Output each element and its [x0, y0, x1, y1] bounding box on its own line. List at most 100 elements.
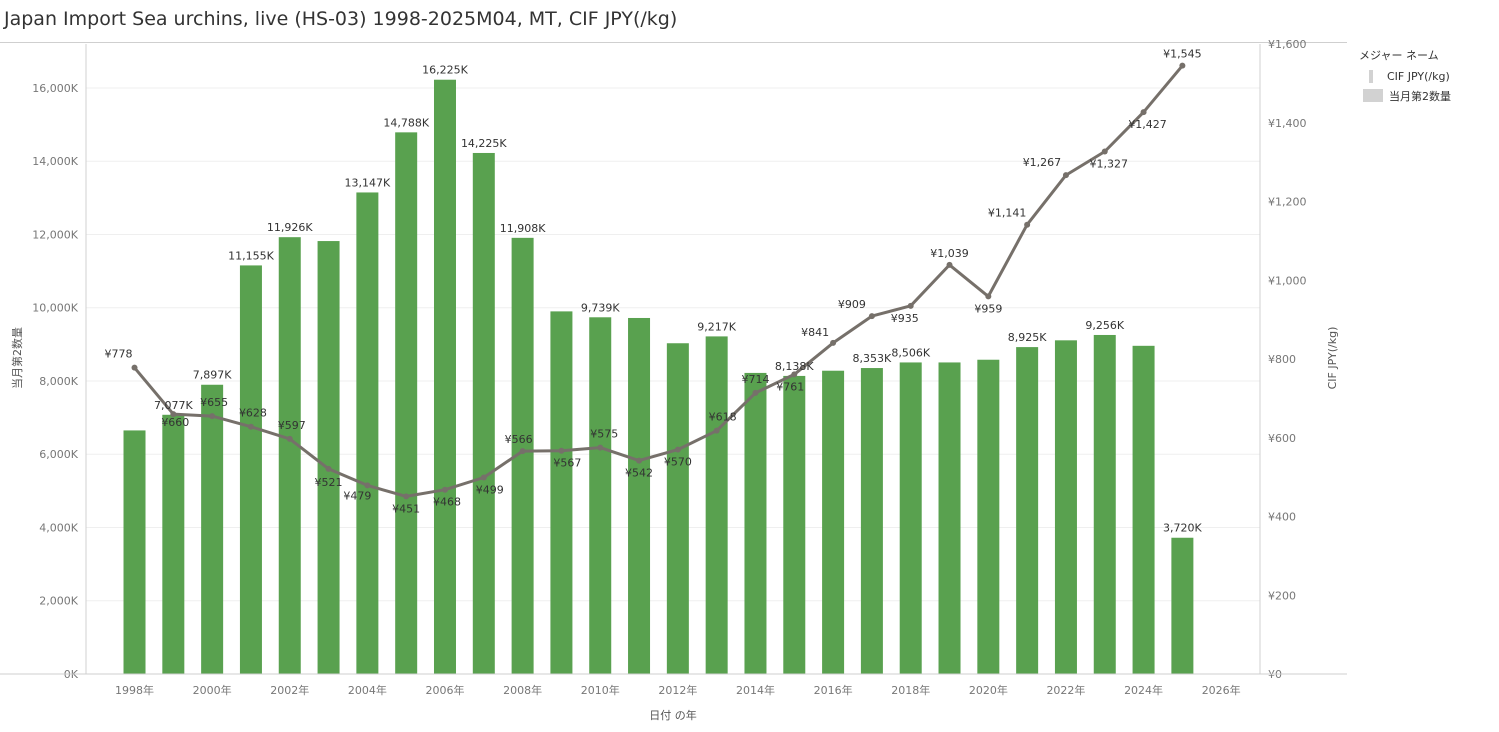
y-right-tick-label: ¥1,600 [1268, 38, 1307, 51]
bar [1054, 340, 1077, 674]
y-left-tick-label: 8,000K [39, 375, 78, 388]
legend-item-cif-price[interactable]: CIF JPY(/kg) [1359, 67, 1451, 86]
bar [201, 384, 224, 674]
price-point [674, 446, 681, 453]
bar-value-label: 14,788K [383, 116, 429, 129]
bar-value-label: 11,926K [267, 221, 313, 234]
bar [628, 317, 651, 674]
x-tick-label: 2006年 [425, 683, 464, 697]
x-tick-label: 2020年 [969, 683, 1008, 697]
x-tick-label: 2024年 [1124, 683, 1163, 697]
x-tick-label: 2018年 [891, 683, 930, 697]
bar [511, 237, 534, 674]
price-point [131, 364, 138, 371]
price-value-label: ¥628 [239, 407, 267, 420]
price-point [247, 423, 254, 430]
bar [744, 372, 767, 674]
price-value-label: ¥1,427 [1128, 118, 1167, 131]
bar [589, 317, 612, 674]
bar [433, 79, 456, 674]
price-value-label: ¥451 [392, 502, 420, 515]
x-tick-label: 2010年 [581, 683, 620, 697]
bar [1132, 345, 1155, 674]
bar [356, 192, 379, 674]
bar [395, 132, 418, 675]
x-axis-title: 日付 の年 [649, 708, 697, 722]
price-point [1140, 109, 1147, 116]
y-left-tick-label: 16,000K [32, 82, 78, 95]
price-value-label: ¥935 [891, 312, 919, 325]
price-point [286, 435, 293, 442]
bar-value-label: 8,925K [1008, 331, 1047, 344]
price-point [364, 482, 371, 489]
x-tick-label: 2026年 [1202, 683, 1241, 697]
x-tick-label: 1998年 [115, 683, 154, 697]
price-value-label: ¥567 [553, 457, 581, 470]
price-point [907, 302, 914, 309]
price-value-label: ¥618 [709, 411, 737, 424]
line-series [131, 62, 1186, 500]
price-value-label: ¥909 [838, 298, 866, 311]
price-point [403, 493, 410, 500]
bar [1093, 334, 1116, 674]
bar-value-label: 11,908K [500, 222, 546, 235]
price-point [713, 427, 720, 434]
y-left-tick-label: 14,000K [32, 155, 78, 168]
price-point [597, 444, 604, 451]
price-value-label: ¥1,545 [1163, 48, 1202, 61]
x-tick-label: 2004年 [348, 683, 387, 697]
bar [472, 152, 495, 674]
price-point [480, 474, 487, 481]
bar [1171, 537, 1194, 674]
line-swatch-icon [1369, 70, 1373, 83]
legend: メジャー ネーム CIF JPY(/kg) 当月第2数量 [1359, 47, 1451, 105]
price-line [133, 64, 1184, 498]
bar [239, 265, 262, 674]
price-value-label: ¥660 [161, 416, 189, 429]
price-point [830, 339, 837, 346]
price-point [558, 447, 565, 454]
y-left-tick-label: 10,000K [32, 302, 78, 315]
legend-item-quantity[interactable]: 当月第2数量 [1359, 86, 1451, 105]
y-left-axis-title: 当月第2数量 [10, 327, 24, 389]
bar-value-label: 16,225K [422, 64, 468, 77]
y-left-tick-label: 2,000K [39, 595, 78, 608]
bar [899, 362, 922, 674]
y-left-tick-label: 12,000K [32, 228, 78, 241]
price-point [636, 457, 643, 464]
price-point [752, 389, 759, 396]
x-tick-label: 2014年 [736, 683, 775, 697]
price-point [791, 371, 798, 378]
bar [783, 375, 806, 674]
price-point [868, 313, 875, 320]
bar [666, 343, 689, 674]
y-right-tick-label: ¥200 [1268, 589, 1296, 602]
price-value-label: ¥959 [974, 302, 1002, 315]
y-right-tick-label: ¥1,400 [1268, 117, 1307, 130]
price-point [325, 465, 332, 472]
bar [317, 241, 340, 674]
bar [822, 370, 845, 674]
bar [938, 362, 961, 674]
bar [860, 368, 883, 674]
price-value-label: ¥521 [315, 476, 343, 489]
bar-value-label: 8,138K [775, 360, 814, 373]
price-value-label: ¥841 [801, 326, 829, 339]
bar [162, 414, 185, 674]
bar-value-label: 8,353K [853, 352, 892, 365]
price-point [946, 261, 953, 268]
price-value-label: ¥597 [278, 419, 306, 432]
y-right-tick-label: ¥1,200 [1268, 196, 1307, 209]
price-value-label: ¥778 [105, 348, 133, 361]
price-value-label: ¥542 [625, 467, 653, 480]
bar-value-label: 3,720K [1163, 522, 1202, 535]
price-point [985, 293, 992, 300]
price-value-label: ¥499 [476, 484, 504, 497]
bar [705, 336, 728, 674]
price-point [209, 413, 216, 420]
y-left-tick-label: 4,000K [39, 521, 78, 534]
chart-title: Japan Import Sea urchins, live (HS-03) 1… [4, 8, 678, 30]
bar-value-label: 14,225K [461, 137, 507, 150]
price-value-label: ¥714 [741, 373, 769, 386]
